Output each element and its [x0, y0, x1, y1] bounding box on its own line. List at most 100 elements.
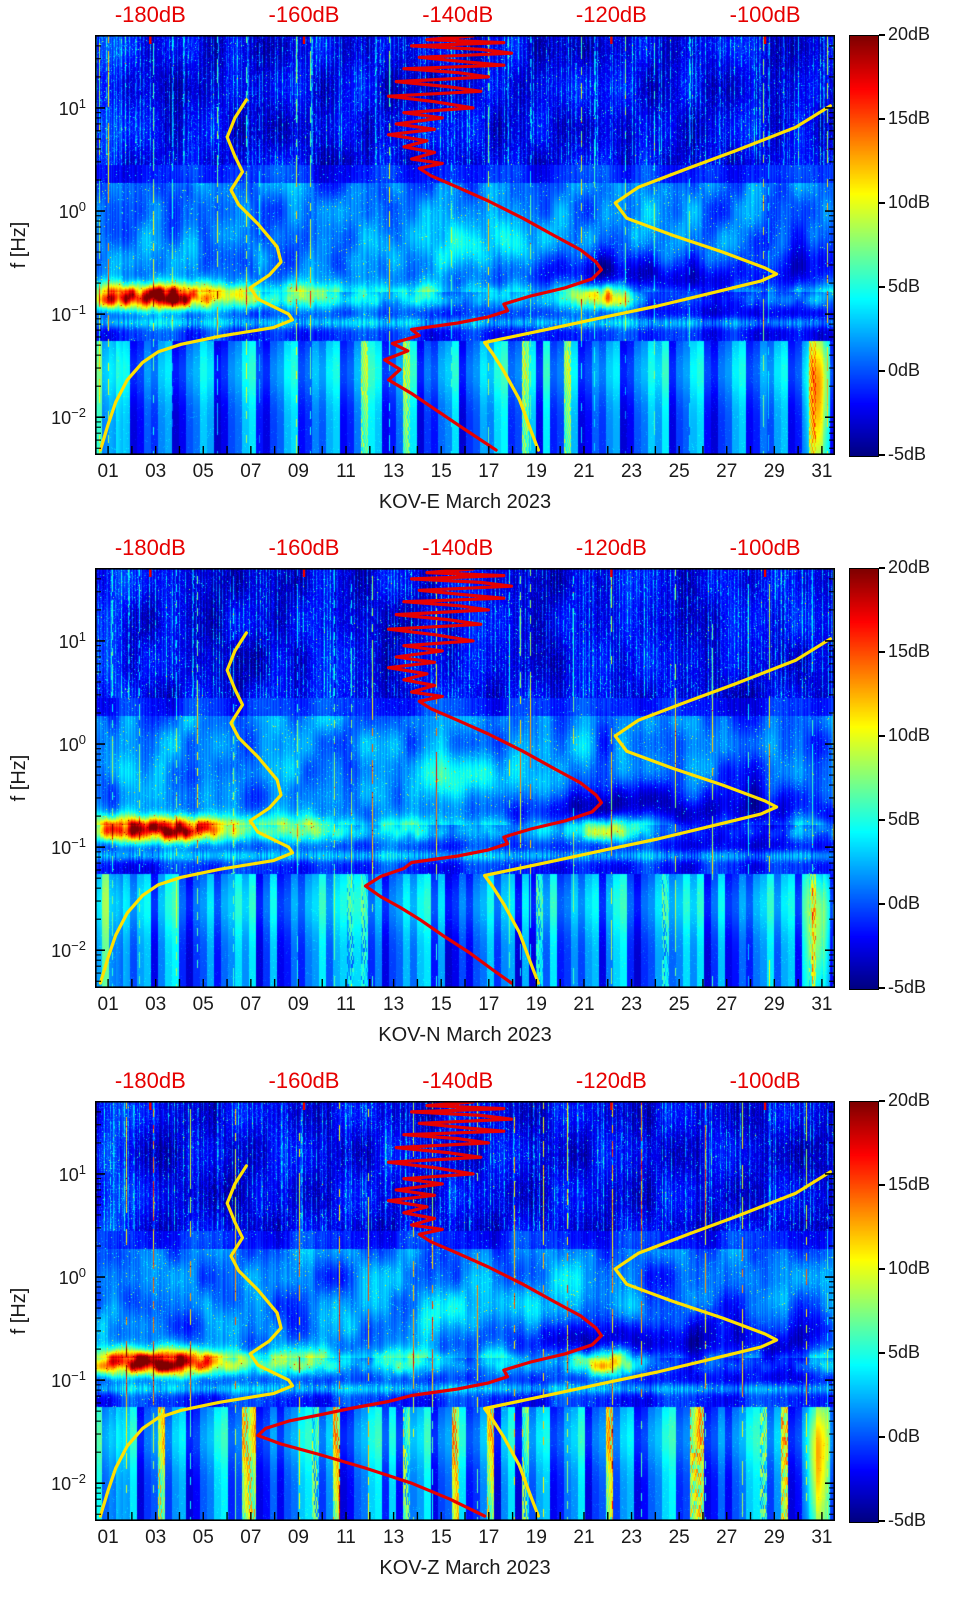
top-axis-label: -180dB: [114, 535, 186, 560]
colorbar-tick-label: 0dB: [888, 1426, 921, 1446]
curve-high-noise-model: [483, 104, 832, 452]
x-tick-label: 07: [240, 994, 262, 1015]
colorbar-tick-label: 5dB: [888, 1342, 921, 1362]
x-tick-label: 27: [716, 994, 738, 1015]
curve-low-noise-model: [98, 631, 295, 985]
plot-overlay: [95, 1101, 835, 1521]
colorbar-tick-label: 15dB: [888, 1174, 931, 1194]
x-tick-label: 11: [336, 461, 356, 482]
x-tick-label: 31: [811, 1527, 833, 1548]
x-tick-label: 05: [192, 461, 214, 482]
x-tick-label: 17: [478, 1527, 500, 1548]
top-axis-label: -100dB: [729, 1068, 801, 1093]
y-tick-label: 10−2: [51, 1471, 86, 1495]
top-axis-label: -140dB: [422, 1068, 494, 1093]
x-tick-label: 15: [430, 994, 452, 1015]
top-axis-label: -100dB: [729, 535, 801, 560]
colorbar-tick-mark: [879, 819, 885, 821]
x-tick-label: 21: [573, 994, 595, 1015]
x-tick-label: 01: [97, 994, 119, 1015]
colorbar-tick-mark: [879, 651, 885, 653]
plot-frame: [95, 1101, 835, 1521]
x-tick-label: 03: [145, 994, 167, 1015]
colorbar-tick-mark: [879, 286, 885, 288]
top-axis-label: -180dB: [114, 2, 186, 27]
y-tick-label: 100: [58, 732, 86, 756]
x-tick-label: 31: [811, 994, 833, 1015]
colorbar-tick-mark: [879, 1100, 885, 1102]
y-tick-label: 10−2: [51, 938, 86, 962]
top-axis-label: -180dB: [114, 1068, 186, 1093]
x-tick-label: 07: [240, 461, 262, 482]
x-tick-label: 31: [811, 461, 833, 482]
colorbar-tick-mark: [879, 1184, 885, 1186]
y-tick-label: 10−2: [51, 405, 86, 429]
colorbar-tick-mark: [879, 1436, 885, 1438]
top-axis-label: -140dB: [422, 2, 494, 27]
colorbar-tick-mark: [879, 370, 885, 372]
curve-high-noise-model: [483, 1170, 832, 1518]
curve-low-noise-model: [98, 1164, 295, 1518]
x-tick-label: 09: [287, 1527, 309, 1548]
colorbar-tick-label: 20dB: [888, 1090, 931, 1110]
colorbar-tick-label: -5dB: [888, 1510, 927, 1530]
colorbar-tick-label: 15dB: [888, 641, 931, 661]
x-tick-label: 15: [430, 461, 452, 482]
x-tick-label: 21: [573, 461, 595, 482]
plot-frame: [95, 35, 835, 455]
colorbar-tick-label: 15dB: [888, 108, 931, 128]
x-tick-label: 29: [763, 461, 785, 482]
colorbar-tick-mark: [879, 1352, 885, 1354]
top-axis-label: -120dB: [575, 1068, 647, 1093]
x-tick-label: 13: [383, 994, 405, 1015]
colorbar-tick-label: 10dB: [888, 725, 931, 745]
x-tick-label: 17: [478, 994, 500, 1015]
curve-median-psd: [256, 1101, 603, 1518]
colorbar-tick-label: -5dB: [888, 444, 927, 464]
colorbar: [849, 35, 879, 457]
colorbar-tick-label: 0dB: [888, 893, 921, 913]
plot-frame: [95, 568, 835, 988]
colorbar-tick-label: 10dB: [888, 192, 931, 212]
colorbar: [849, 568, 879, 990]
panel-title: KOV-N March 2023: [378, 1024, 552, 1046]
x-tick-label: 23: [620, 461, 643, 482]
colorbar-tick-mark: [879, 567, 885, 569]
colorbar-tick-mark: [879, 34, 885, 36]
x-tick-label: 29: [763, 1527, 785, 1548]
colorbar-tick-label: 0dB: [888, 360, 921, 380]
x-tick-label: 21: [573, 1527, 595, 1548]
colorbar-tick-label: 5dB: [888, 809, 921, 829]
top-axis-label: -160dB: [268, 2, 340, 27]
panel-title: KOV-E March 2023: [378, 491, 552, 513]
x-tick-label: 27: [716, 1527, 738, 1548]
x-tick-label: 09: [287, 994, 309, 1015]
spectrogram-panel-kov-z: f [Hz] KOV-Z March 2023 -180dB -160dB -140…: [0, 1066, 962, 1599]
colorbar-tick-label: 20dB: [888, 24, 931, 44]
curve-median-psd: [383, 35, 603, 452]
y-tick-label: 10−1: [51, 1368, 86, 1392]
x-tick-label: 19: [525, 994, 547, 1015]
colorbar-tick-label: 5dB: [888, 276, 921, 296]
x-tick-label: 13: [383, 461, 405, 482]
colorbar-tick-mark: [879, 987, 885, 989]
x-tick-label: 11: [336, 994, 356, 1015]
colorbar-tick-label: 20dB: [888, 557, 931, 577]
colorbar-tick-label: 10dB: [888, 1258, 931, 1278]
colorbar-tick-mark: [879, 454, 885, 456]
x-tick-label: 27: [716, 461, 738, 482]
x-tick-label: 23: [620, 994, 643, 1015]
colorbar: [849, 1101, 879, 1523]
x-tick-label: 03: [145, 1527, 167, 1548]
top-axis-label: -100dB: [729, 2, 801, 27]
x-tick-label: 25: [668, 1527, 690, 1548]
x-tick-label: 19: [525, 461, 547, 482]
y-tick-label: 100: [58, 1265, 86, 1289]
x-tick-label: 19: [525, 1527, 547, 1548]
plot-overlay: [95, 35, 835, 455]
x-tick-label: 11: [336, 1527, 356, 1548]
x-tick-label: 01: [97, 1527, 119, 1548]
y-tick-label: 100: [58, 199, 86, 223]
x-tick-label: 25: [668, 994, 690, 1015]
top-axis-label: -140dB: [422, 535, 494, 560]
